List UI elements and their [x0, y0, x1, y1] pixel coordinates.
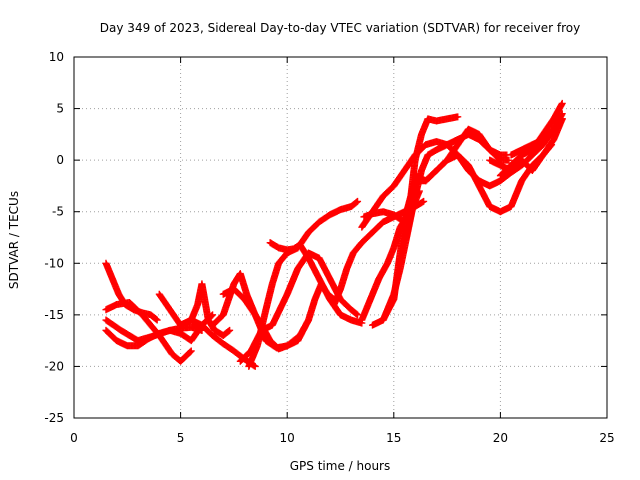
axes: 0 5 10 15 20 25 -25 -20 -15 -10 -5 0 5 10 [44, 50, 614, 445]
data-point-marker [187, 347, 195, 355]
y-tick-label: -20 [44, 359, 64, 373]
y-tick-label: 10 [49, 50, 64, 64]
data-point-marker [186, 348, 194, 356]
data-point-marker [505, 156, 513, 164]
data-point-marker [558, 99, 566, 107]
y-axis-label: SDTVAR / TECUs [7, 191, 21, 289]
data-point-marker [420, 197, 428, 205]
chart-title: Day 349 of 2023, Sidereal Day-to-day VTE… [100, 21, 580, 35]
series-trace-1 [102, 259, 161, 324]
plot-border [73, 56, 608, 419]
x-tick-label: 0 [70, 431, 78, 445]
y-tick-label: -10 [44, 256, 64, 270]
data-layer [102, 99, 566, 370]
data-point-marker [353, 310, 361, 318]
x-tick-label: 10 [280, 431, 295, 445]
data-point-marker [152, 315, 160, 323]
x-axis-label: GPS time / hours [290, 459, 391, 473]
x-tick-label: 25 [599, 431, 614, 445]
data-point-marker [557, 116, 565, 124]
x-tick-label: 5 [177, 431, 185, 445]
grid [74, 57, 607, 418]
x-tick-label: 20 [493, 431, 508, 445]
data-point-marker [153, 316, 161, 324]
data-point-marker [226, 326, 234, 334]
series-trace-6 [187, 280, 234, 339]
y-tick-label: -25 [44, 411, 64, 425]
series-trace-13 [258, 280, 338, 353]
data-point-marker [354, 197, 362, 205]
y-tick-label: 5 [56, 102, 64, 116]
y-tick-label: -5 [52, 205, 64, 219]
series-trace-7 [177, 316, 259, 370]
data-point-marker [558, 115, 566, 123]
data-point-marker [251, 362, 259, 370]
series-trace-23 [507, 115, 566, 159]
y-tick-label: -15 [44, 308, 64, 322]
data-point-marker [225, 327, 233, 335]
y-tick-label: 0 [56, 153, 64, 167]
data-point-marker [353, 198, 361, 206]
data-point-marker [354, 311, 362, 319]
x-tick-label: 15 [386, 431, 401, 445]
data-point-marker [454, 113, 462, 121]
